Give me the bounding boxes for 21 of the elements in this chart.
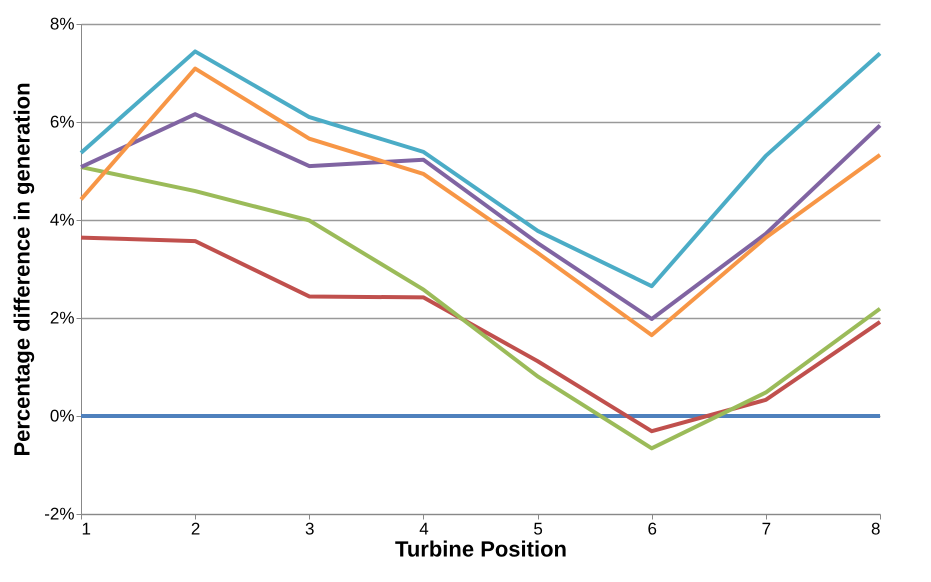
x-tick-label: 1: [82, 520, 91, 538]
x-tick-label: 2: [190, 520, 200, 538]
line-series: [79, 236, 882, 434]
x-tick-label: 6: [647, 520, 657, 538]
line-series: [79, 165, 882, 450]
y-tick-label: -2%: [44, 504, 74, 524]
x-tick-label: 7: [762, 520, 772, 538]
line-series: [79, 112, 882, 321]
x-tick-label: 5: [533, 520, 543, 538]
line-series: [79, 66, 882, 338]
y-tick-label: 2%: [50, 308, 74, 328]
line-series: [79, 49, 882, 288]
y-tick-label: 8%: [50, 14, 74, 34]
x-tick-label: 4: [419, 520, 429, 538]
x-axis-title: Turbine Position: [395, 536, 567, 562]
x-tick-label: 8: [871, 520, 880, 538]
y-tick-label: 6%: [50, 112, 74, 132]
y-tick-label: 0%: [50, 406, 74, 426]
y-axis-title: Percentage difference in generation: [9, 82, 34, 457]
y-tick-label: 4%: [50, 210, 74, 230]
x-tick-label: 3: [305, 520, 315, 538]
